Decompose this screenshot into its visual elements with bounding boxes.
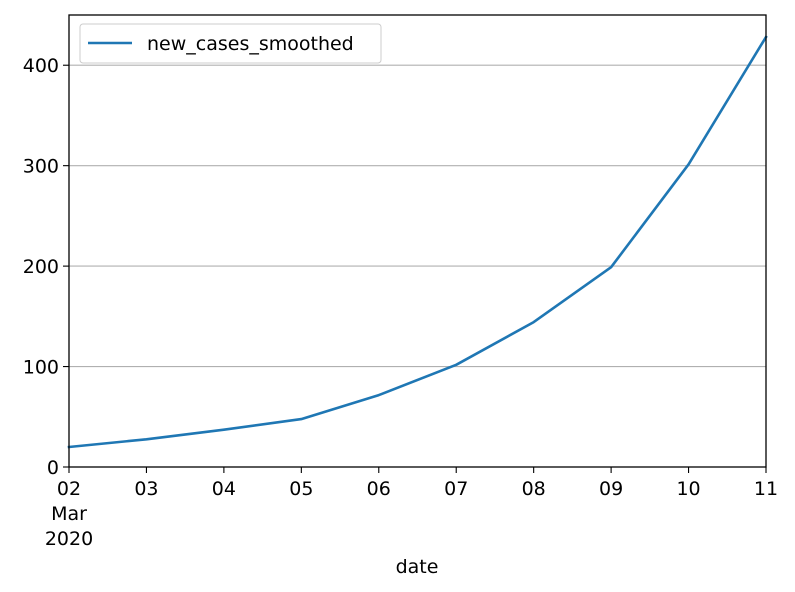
y-tick-label: 200: [23, 256, 59, 278]
grid-lines: [69, 64, 766, 468]
y-tick-label: 400: [23, 55, 59, 77]
y-tick-label: 100: [23, 357, 59, 379]
x-tick-sublabel-month: Mar: [51, 503, 87, 525]
x-tick-sublabel-year: 2020: [45, 528, 93, 550]
x-tick-label: 07: [444, 478, 468, 500]
legend-entry-label: new_cases_smoothed: [147, 33, 354, 55]
legend-box: [79, 23, 382, 64]
x-axis: 02 03 04 05 06 07 08 09 10 11: [57, 467, 778, 500]
series-line-new_cases_smoothed: [67, 35, 768, 449]
x-tick-label: 04: [212, 478, 236, 500]
x-tick-label: 08: [522, 478, 546, 500]
x-tick-label: 09: [599, 478, 623, 500]
y-tick-label: 0: [47, 457, 59, 479]
x-tick-label: 06: [367, 478, 391, 500]
y-axis: 0 100 200 300 400: [23, 55, 69, 479]
y-tick-label: 300: [23, 156, 59, 178]
series-layer: [67, 35, 768, 449]
plot-frame: [68, 14, 767, 468]
x-tick-label: 03: [134, 478, 158, 500]
x-tick-label: 02: [57, 478, 81, 500]
x-axis-label: date: [396, 556, 439, 578]
legend: new_cases_smoothed: [79, 23, 382, 64]
x-tick-label: 10: [676, 478, 700, 500]
x-tick-label: 11: [754, 478, 778, 500]
x-tick-label: 05: [289, 478, 313, 500]
